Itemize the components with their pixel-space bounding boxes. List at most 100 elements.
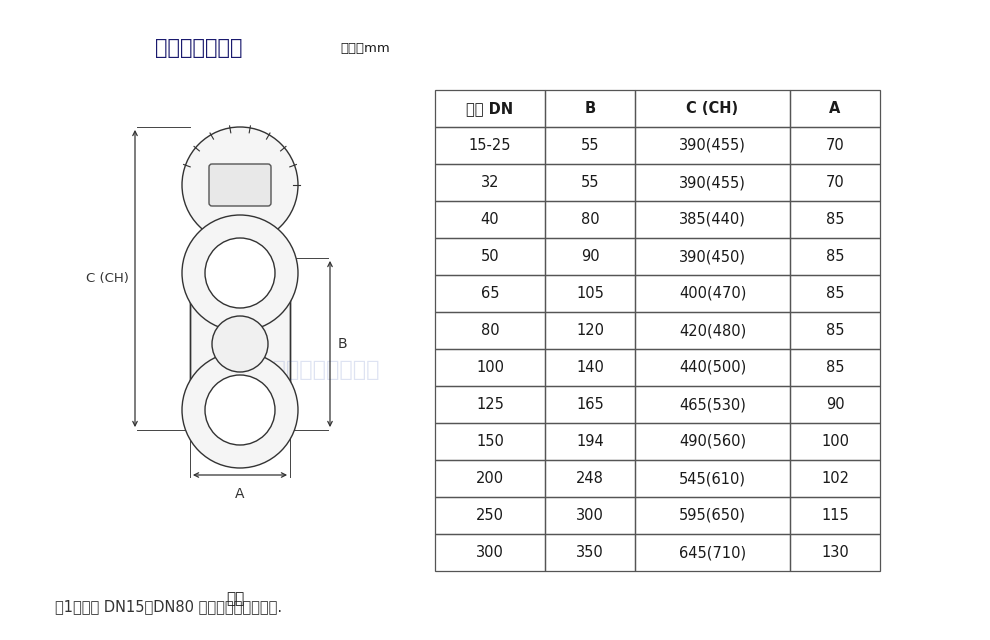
Text: 390(455): 390(455) — [679, 175, 745, 190]
Bar — [545, 275, 635, 312]
Bar — [790, 127, 880, 164]
Circle shape — [205, 375, 275, 445]
Bar — [790, 349, 880, 386]
Bar — [190, 258, 290, 430]
Text: 90: 90 — [826, 397, 844, 412]
Bar — [635, 386, 790, 423]
Bar — [635, 534, 790, 571]
Bar — [635, 90, 790, 127]
Circle shape — [182, 352, 298, 468]
Bar — [790, 275, 880, 312]
Text: 595(650): 595(650) — [679, 508, 746, 523]
Bar — [545, 497, 635, 534]
Text: 85: 85 — [826, 323, 844, 338]
Bar — [635, 201, 790, 238]
Text: 385(440): 385(440) — [679, 212, 745, 227]
Text: 390(455): 390(455) — [679, 138, 745, 153]
Text: 图三: 图三 — [226, 591, 245, 606]
Text: 300: 300 — [476, 545, 504, 560]
Bar — [790, 423, 880, 460]
Text: B: B — [338, 337, 347, 351]
Text: A: A — [236, 487, 245, 501]
Bar — [435, 238, 545, 275]
Bar — [435, 534, 545, 571]
Text: 40: 40 — [481, 212, 499, 227]
Bar — [545, 127, 635, 164]
Text: 248: 248 — [576, 471, 604, 486]
Text: 194: 194 — [576, 434, 604, 449]
Text: 390(450): 390(450) — [679, 249, 746, 264]
Text: 85: 85 — [826, 249, 844, 264]
Text: 85: 85 — [826, 212, 844, 227]
Text: 150: 150 — [476, 434, 504, 449]
Text: 15-25: 15-25 — [468, 138, 511, 153]
Bar — [435, 127, 545, 164]
Text: 102: 102 — [821, 471, 849, 486]
Text: 350: 350 — [576, 545, 604, 560]
Bar — [790, 460, 880, 497]
Text: 130: 130 — [821, 545, 848, 560]
Bar — [435, 164, 545, 201]
Text: 120: 120 — [576, 323, 604, 338]
Bar — [435, 460, 545, 497]
Bar — [545, 201, 635, 238]
Text: 115: 115 — [821, 508, 848, 523]
Text: 645(710): 645(710) — [679, 545, 746, 560]
Circle shape — [182, 215, 298, 331]
Text: 青岛万安电子技术有限公司: 青岛万安电子技术有限公司 — [220, 360, 380, 380]
Text: 105: 105 — [576, 286, 604, 301]
Text: 85: 85 — [826, 360, 844, 375]
Text: 70: 70 — [826, 138, 844, 153]
Bar — [635, 312, 790, 349]
Bar — [790, 238, 880, 275]
Bar — [435, 201, 545, 238]
Text: 465(530): 465(530) — [679, 397, 745, 412]
Text: 440(500): 440(500) — [679, 360, 746, 375]
Text: 50: 50 — [481, 249, 499, 264]
Text: B: B — [584, 101, 596, 116]
Circle shape — [182, 127, 298, 243]
Text: 100: 100 — [821, 434, 849, 449]
Bar — [545, 238, 635, 275]
Text: 545(610): 545(610) — [679, 471, 746, 486]
Bar — [435, 312, 545, 349]
Text: 80: 80 — [581, 212, 599, 227]
Text: 55: 55 — [581, 175, 599, 190]
Bar — [635, 238, 790, 275]
Bar — [435, 423, 545, 460]
Bar — [545, 423, 635, 460]
Bar — [435, 386, 545, 423]
Text: 100: 100 — [476, 360, 504, 375]
Bar — [635, 127, 790, 164]
Bar — [545, 386, 635, 423]
Text: 250: 250 — [476, 508, 504, 523]
Bar — [229, 243, 251, 258]
Bar — [435, 275, 545, 312]
Bar — [545, 90, 635, 127]
Text: 65: 65 — [481, 286, 499, 301]
Bar — [790, 534, 880, 571]
Bar — [435, 497, 545, 534]
FancyBboxPatch shape — [209, 164, 271, 206]
Bar — [635, 349, 790, 386]
Text: 单位：mm: 单位：mm — [340, 42, 390, 54]
Bar — [545, 312, 635, 349]
Bar — [435, 349, 545, 386]
Text: 420(480): 420(480) — [679, 323, 746, 338]
Text: 300: 300 — [576, 508, 604, 523]
Text: A: A — [830, 101, 841, 116]
Bar — [635, 460, 790, 497]
Text: （1）对于 DN15～DN80 可以采用管螺纹连接.: （1）对于 DN15～DN80 可以采用管螺纹连接. — [55, 599, 282, 614]
Text: 32: 32 — [481, 175, 499, 190]
Bar — [790, 312, 880, 349]
Bar — [790, 386, 880, 423]
Bar — [790, 164, 880, 201]
Text: 165: 165 — [576, 397, 604, 412]
Text: 125: 125 — [476, 397, 504, 412]
Text: 200: 200 — [476, 471, 504, 486]
Bar — [635, 275, 790, 312]
Bar — [545, 164, 635, 201]
Text: 70: 70 — [826, 175, 844, 190]
Bar — [635, 423, 790, 460]
Bar — [545, 460, 635, 497]
